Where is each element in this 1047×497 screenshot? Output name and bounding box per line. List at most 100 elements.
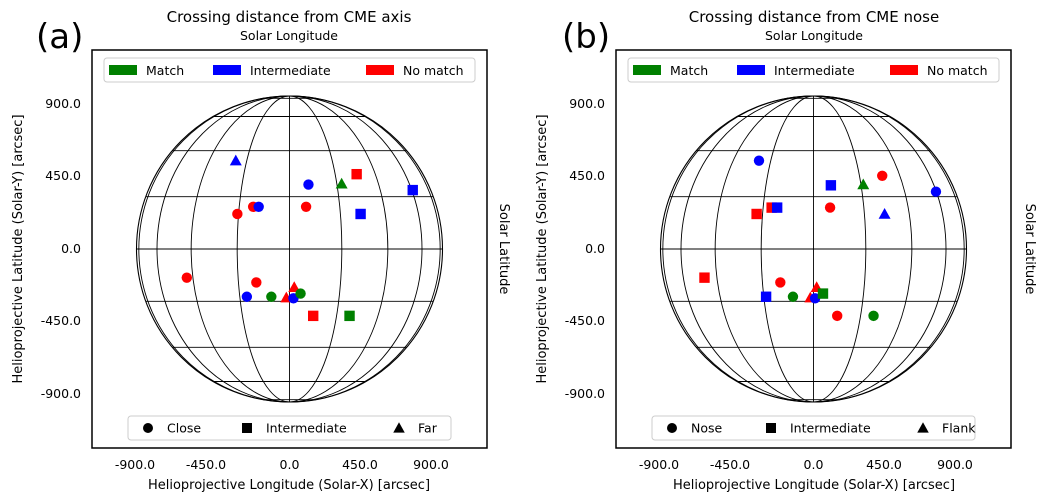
data-point bbox=[930, 186, 942, 197]
y-tick-labels: 900.0 450.0 0.0 -450.0 -900.0 bbox=[41, 96, 81, 401]
plot-frame bbox=[91, 49, 488, 449]
legend-label: Intermediate bbox=[266, 421, 347, 436]
y-tick-label: 450.0 bbox=[569, 168, 605, 183]
data-point bbox=[355, 208, 366, 220]
data-point bbox=[825, 180, 837, 191]
legend-marker bbox=[766, 423, 776, 433]
x-tick-label: 0.0 bbox=[804, 457, 824, 472]
data-point bbox=[766, 202, 777, 213]
data-point bbox=[351, 168, 362, 180]
legend-label: Intermediate bbox=[790, 421, 871, 436]
longitude-line bbox=[813, 95, 867, 403]
legend-label: Close bbox=[167, 421, 201, 436]
data-point bbox=[868, 310, 879, 322]
y-tick-label: 0.0 bbox=[585, 241, 605, 256]
chart-title: Crossing distance from CME axis bbox=[167, 8, 412, 26]
longitude-line bbox=[680, 95, 814, 403]
y-tick-label: -900.0 bbox=[565, 386, 605, 401]
sphere-grid bbox=[659, 95, 968, 403]
data-point bbox=[308, 310, 319, 322]
longitude-line bbox=[813, 95, 913, 403]
legend-frame bbox=[627, 57, 1000, 83]
legend-swatch bbox=[633, 65, 661, 75]
data-point bbox=[344, 310, 355, 322]
right-axis-label: Solar Latitude bbox=[1022, 204, 1037, 295]
y-axis-label: Helioprojective Latitude (Solar-Y) [arcs… bbox=[11, 114, 26, 383]
legend-label: Nose bbox=[691, 421, 723, 436]
data-point bbox=[771, 202, 783, 213]
top-axis-label: Solar Longitude bbox=[765, 28, 863, 43]
y-axis-label: Helioprojective Latitude (Solar-Y) [arcs… bbox=[535, 114, 550, 383]
data-point bbox=[787, 291, 799, 302]
legend-marker bbox=[667, 423, 677, 433]
x-tick-label: -450.0 bbox=[710, 457, 750, 472]
panel-a: (a) Crossing distance from CME axis Sola… bbox=[11, 8, 511, 493]
data-point bbox=[232, 208, 243, 220]
longitude-line bbox=[813, 95, 965, 403]
x-tick-label: -900.0 bbox=[115, 457, 155, 472]
legend-frame bbox=[103, 57, 476, 83]
legend-label: Intermediate bbox=[250, 63, 331, 78]
chart-title: Crossing distance from CME nose bbox=[689, 8, 939, 26]
x-tick-label: 900.0 bbox=[937, 457, 973, 472]
color-legend: Match Intermediate No match bbox=[627, 57, 1000, 83]
y-tick-label: -450.0 bbox=[41, 313, 81, 328]
data-point bbox=[753, 155, 765, 166]
data-points bbox=[699, 155, 942, 322]
x-tick-labels: -900.0 -450.0 0.0 450.0 900.0 bbox=[639, 457, 973, 472]
x-axis-label: Helioprojective Longitude (Solar-X) [arc… bbox=[673, 478, 955, 493]
legend-swatch bbox=[366, 65, 394, 75]
color-legend: Match Intermediate No match bbox=[103, 57, 476, 83]
longitude-line bbox=[190, 95, 290, 403]
legend-marker bbox=[393, 422, 405, 433]
legend-swatch bbox=[890, 65, 918, 75]
legend-swatch bbox=[737, 65, 765, 75]
plot-frame bbox=[615, 49, 1012, 449]
x-tick-label: 450.0 bbox=[342, 457, 378, 472]
solar-limb bbox=[135, 95, 444, 403]
longitude-line bbox=[289, 95, 423, 403]
data-point bbox=[288, 281, 301, 292]
legend-frame bbox=[127, 415, 452, 441]
legend-swatch bbox=[109, 65, 137, 75]
solar-limb bbox=[659, 95, 968, 403]
data-point bbox=[241, 291, 253, 302]
x-tick-labels: -900.0 -450.0 0.0 450.0 900.0 bbox=[115, 457, 449, 472]
legend-label: Match bbox=[670, 63, 708, 78]
data-point bbox=[809, 293, 821, 304]
longitude-line bbox=[236, 95, 290, 403]
legend-marker bbox=[242, 423, 252, 433]
legend-frame bbox=[651, 415, 976, 441]
data-point bbox=[857, 178, 870, 190]
data-point bbox=[303, 179, 314, 190]
right-axis-label: Solar Latitude bbox=[496, 204, 511, 295]
legend-label: No match bbox=[403, 63, 464, 78]
x-tick-label: 450.0 bbox=[866, 457, 902, 472]
legend-label: Intermediate bbox=[774, 63, 855, 78]
longitude-line bbox=[138, 95, 290, 403]
x-tick-label: -450.0 bbox=[186, 457, 226, 472]
longitude-line bbox=[813, 95, 947, 403]
x-tick-label: 0.0 bbox=[280, 457, 300, 472]
y-tick-label: -450.0 bbox=[565, 313, 605, 328]
data-point bbox=[335, 177, 348, 189]
data-point bbox=[824, 202, 836, 213]
data-point bbox=[699, 272, 710, 283]
marker-legend: Close Intermediate Far bbox=[127, 415, 452, 441]
data-point bbox=[181, 272, 192, 283]
sphere-grid bbox=[135, 95, 444, 403]
legend-swatch bbox=[213, 65, 241, 75]
data-point bbox=[760, 291, 772, 302]
y-tick-label: 0.0 bbox=[61, 241, 81, 256]
longitude-line bbox=[714, 95, 814, 403]
marker-legend: Nose Intermediate Flank bbox=[651, 415, 976, 441]
legend-label: Match bbox=[146, 63, 184, 78]
data-point bbox=[878, 207, 891, 219]
y-tick-label: 900.0 bbox=[45, 96, 81, 111]
data-point bbox=[817, 288, 829, 299]
data-point bbox=[775, 277, 786, 288]
data-point bbox=[266, 291, 277, 302]
legend-label: Far bbox=[418, 421, 438, 436]
y-tick-label: 900.0 bbox=[569, 96, 605, 111]
